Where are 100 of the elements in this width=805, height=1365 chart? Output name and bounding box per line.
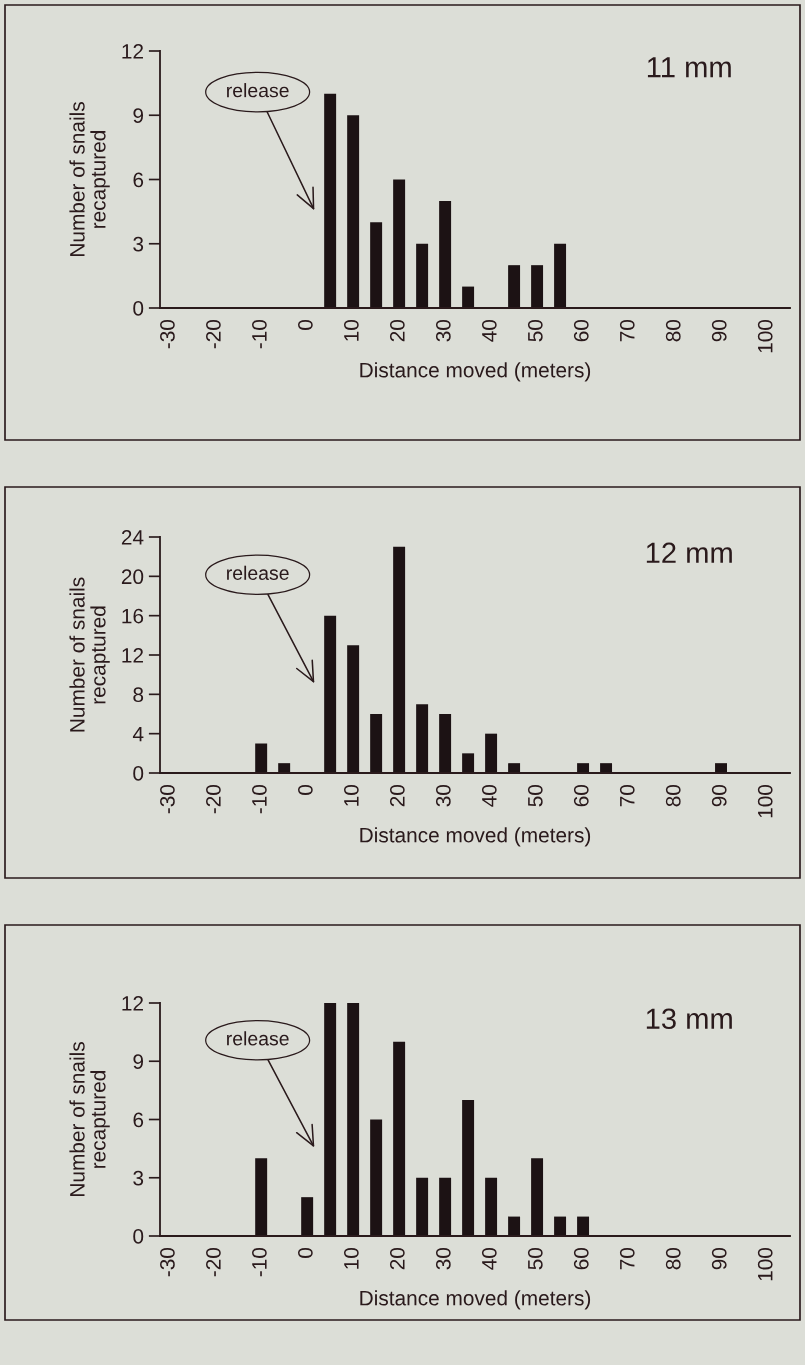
- x-tick-label: 0: [297, 1247, 313, 1258]
- x-tick-label: 40: [481, 1247, 497, 1270]
- bar: [301, 1197, 314, 1236]
- x-tick-label: -30: [160, 1247, 175, 1277]
- x-tick-label: 10: [343, 319, 359, 341]
- bar: [439, 1177, 452, 1236]
- x-tick-label: 0: [297, 319, 313, 330]
- x-tick-label: 80: [665, 784, 681, 807]
- x-tick-label: 30: [435, 319, 451, 342]
- x-tick-label: 70: [619, 1247, 635, 1270]
- bar: [347, 645, 360, 773]
- x-tick-label: -10: [252, 1247, 267, 1277]
- x-tick-label: 10: [343, 784, 359, 806]
- y-tick-label: 9: [133, 108, 144, 123]
- bar: [324, 93, 337, 308]
- y-axis-title: Number of snails recaptured: [69, 1042, 110, 1196]
- bar: [278, 763, 291, 773]
- y-tick-label: 4: [132, 726, 144, 742]
- y-tick-label: 6: [133, 172, 144, 188]
- x-axis-title: Distance moved (meters): [360, 362, 591, 382]
- bar: [554, 1216, 567, 1236]
- bar: [347, 115, 360, 308]
- x-tick-label: -30: [160, 319, 175, 349]
- chart-title: 12 mm: [646, 542, 732, 563]
- bar: [370, 1119, 383, 1236]
- bar: [393, 546, 406, 773]
- bar: [439, 714, 452, 773]
- x-axis-title: Distance moved (meters): [360, 1290, 591, 1310]
- bar: [508, 265, 521, 308]
- x-tick-label: 100: [757, 1247, 773, 1281]
- x-tick-label: 20: [389, 319, 405, 342]
- y-axis-title: Number of snails recaptured: [69, 577, 110, 732]
- bar: [462, 753, 475, 773]
- bar: [370, 714, 383, 773]
- x-tick-label: -10: [252, 784, 267, 814]
- y-tick-label: 3: [133, 1170, 144, 1186]
- annotation: release: [227, 83, 289, 98]
- bar: [347, 1003, 360, 1236]
- y-tick-label: 9: [133, 1054, 144, 1069]
- x-tick-label: 90: [711, 319, 727, 342]
- bar: [324, 615, 337, 773]
- x-tick-label: 80: [665, 1247, 681, 1270]
- y-tick-label: 12: [122, 648, 143, 663]
- x-tick-label: 60: [573, 1247, 589, 1270]
- x-tick-label: -20: [206, 319, 221, 349]
- y-tick-label: 0: [133, 766, 144, 781]
- y-tick-label: 0: [133, 1229, 144, 1244]
- x-tick-label: 50: [527, 784, 543, 807]
- x-tick-label: 90: [711, 784, 727, 807]
- bar: [531, 265, 544, 308]
- annotation: release: [227, 1031, 289, 1046]
- x-tick-label: -20: [206, 784, 221, 814]
- bar: [577, 763, 590, 773]
- bar: [577, 1216, 590, 1236]
- x-tick-label: 20: [389, 1247, 405, 1270]
- bar: [485, 1177, 498, 1236]
- bar: [416, 704, 429, 773]
- bar: [439, 200, 452, 308]
- x-tick-label: 30: [435, 784, 451, 807]
- bar: [255, 1158, 268, 1236]
- x-tick-label: 90: [711, 1247, 727, 1270]
- x-tick-label: -10: [252, 319, 267, 349]
- bar: [715, 763, 727, 773]
- bar: [416, 243, 429, 308]
- x-axis-title: Distance moved (meters): [360, 827, 591, 847]
- x-tick-label: 20: [389, 784, 405, 807]
- x-tick-label: 50: [527, 319, 543, 342]
- x-tick-label: 30: [435, 1247, 451, 1270]
- x-tick-label: 60: [573, 319, 589, 342]
- y-tick-label: 12: [122, 44, 143, 59]
- bar: [531, 1158, 544, 1236]
- x-tick-label: 50: [527, 1247, 543, 1270]
- x-tick-label: 0: [297, 784, 313, 795]
- y-tick-label: 12: [122, 996, 143, 1011]
- bar: [600, 763, 613, 773]
- bar: [255, 743, 268, 773]
- x-tick-label: 70: [619, 319, 635, 342]
- bar: [324, 1003, 337, 1236]
- y-tick-label: 16: [122, 608, 144, 624]
- x-tick-label: -30: [160, 784, 175, 814]
- y-tick-label: 3: [133, 236, 144, 252]
- bar: [462, 1100, 475, 1236]
- x-tick-label: 100: [757, 319, 773, 353]
- bar: [393, 179, 406, 308]
- bar: [393, 1041, 406, 1236]
- bar: [508, 763, 521, 773]
- annotation: release: [227, 565, 289, 580]
- chart-title: 11 mm: [647, 57, 731, 78]
- bar: [508, 1216, 521, 1236]
- x-tick-label: -20: [206, 1247, 221, 1277]
- chart-title: 13 mm: [646, 1008, 732, 1030]
- bar: [554, 243, 567, 308]
- y-tick-label: 8: [133, 687, 144, 703]
- x-tick-label: 80: [665, 319, 681, 342]
- bar: [462, 286, 475, 308]
- y-tick-label: 24: [121, 530, 144, 545]
- x-tick-label: 40: [481, 319, 497, 342]
- bar: [416, 1177, 429, 1236]
- bar: [370, 222, 383, 308]
- x-tick-label: 70: [619, 784, 635, 807]
